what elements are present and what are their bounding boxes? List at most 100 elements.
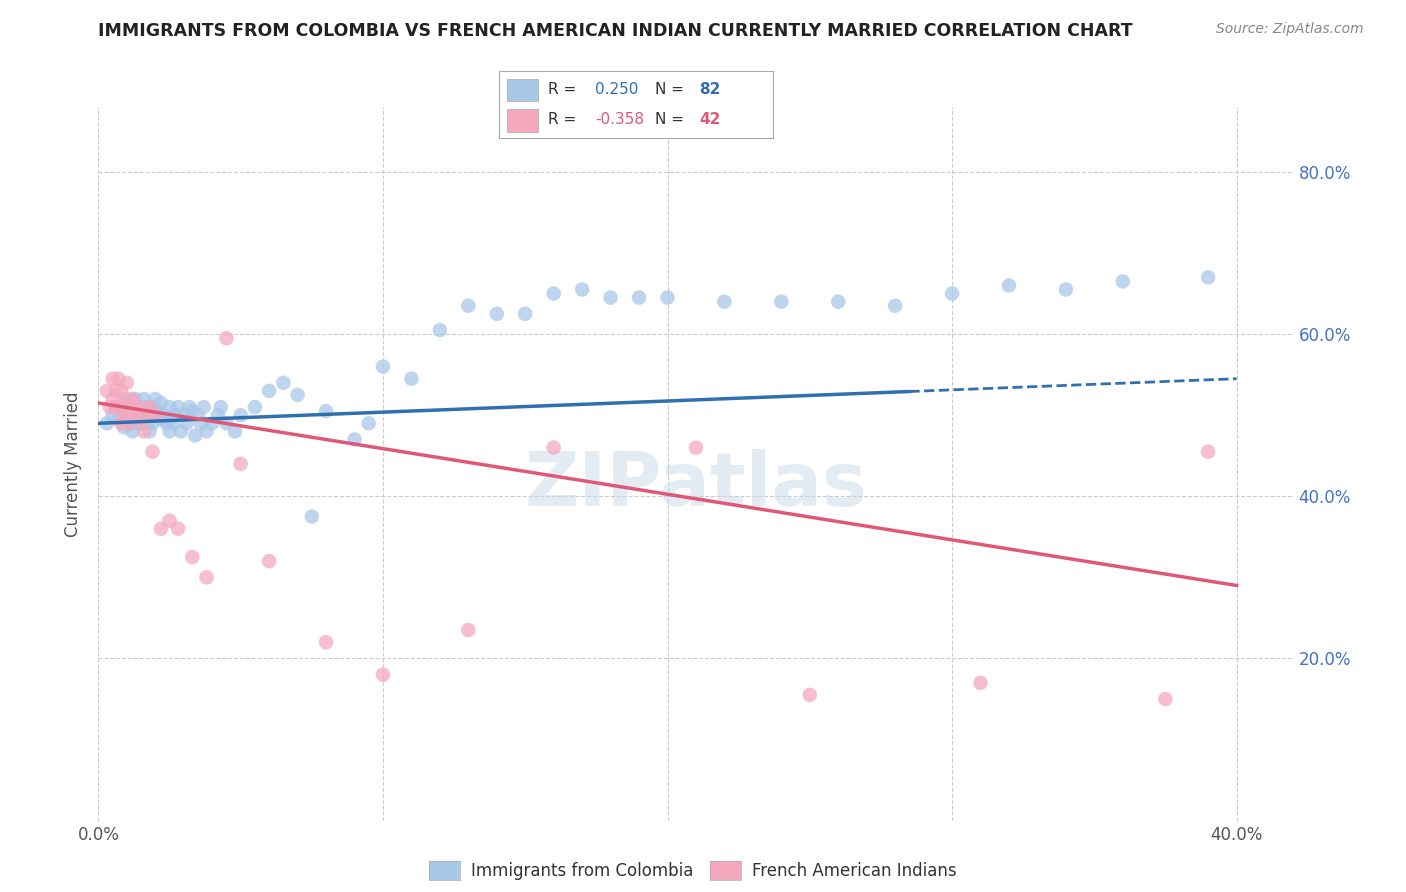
Point [153,408,176,422]
Point [1154,692,1177,706]
Point [571,283,593,297]
Point [685,441,707,455]
Point [115,404,138,418]
Point [273,376,295,390]
Point [429,323,451,337]
Point [96,384,118,398]
Point [127,400,149,414]
Point [257,384,280,398]
Point [112,396,135,410]
Point [112,420,135,434]
Point [884,299,907,313]
Point [315,404,337,418]
Point [121,400,143,414]
Point [110,404,132,418]
Point [215,331,238,345]
Point [159,425,181,439]
Text: -0.358: -0.358 [595,112,644,128]
Point [107,372,129,386]
Point [129,412,152,426]
Point [96,417,118,431]
Point [135,404,157,418]
Point [159,400,181,414]
Point [132,392,155,406]
Point [143,408,166,422]
Point [104,384,127,398]
Y-axis label: Currently Married: Currently Married [65,391,83,537]
Point [181,404,204,418]
Point [969,675,991,690]
Point [124,408,146,422]
Point [173,408,195,422]
Point [170,425,193,439]
Point [107,400,129,414]
Point [143,408,166,422]
Point [101,408,124,422]
Point [195,570,218,584]
Point [141,444,163,458]
Point [301,509,323,524]
Point [138,425,160,439]
Point [628,291,651,305]
FancyBboxPatch shape [508,78,537,101]
Point [1054,283,1077,297]
Text: Source: ZipAtlas.com: Source: ZipAtlas.com [1216,22,1364,37]
Point [115,376,138,390]
Point [224,425,246,439]
Text: R =: R = [548,82,576,97]
Point [135,417,157,431]
Point [195,425,218,439]
Point [770,294,793,309]
Point [287,388,309,402]
Point [127,417,149,431]
Text: 82: 82 [699,82,721,97]
Point [132,408,155,422]
Point [713,294,735,309]
Point [150,522,173,536]
Point [107,412,129,426]
Point [543,286,565,301]
Point [457,299,479,313]
Text: Immigrants from Colombia: Immigrants from Colombia [471,862,693,880]
Point [115,392,138,406]
Point [315,635,337,649]
Point [1197,270,1219,285]
Point [150,396,173,410]
Point [138,408,160,422]
Point [110,384,132,398]
Point [101,392,124,406]
Point [998,278,1021,293]
Point [129,400,152,414]
Point [371,667,394,681]
Point [167,522,190,536]
Point [118,417,141,431]
Point [135,400,157,414]
FancyBboxPatch shape [508,110,537,131]
Point [827,294,849,309]
Point [401,372,423,386]
Point [515,307,537,321]
Text: N =: N = [655,82,685,97]
Point [179,400,201,414]
Point [118,417,141,431]
Point [187,408,209,422]
Text: French American Indians: French American Indians [752,862,957,880]
Point [184,428,207,442]
Point [209,400,232,414]
Point [207,408,229,422]
Point [124,392,146,406]
Point [141,400,163,414]
Point [132,425,155,439]
Point [176,417,198,431]
Point [141,417,163,431]
Point [110,417,132,431]
Point [112,408,135,422]
Text: IMMIGRANTS FROM COLOMBIA VS FRENCH AMERICAN INDIAN CURRENTLY MARRIED CORRELATION: IMMIGRANTS FROM COLOMBIA VS FRENCH AMERI… [98,22,1133,40]
Point [343,433,366,447]
Text: R =: R = [548,112,576,128]
Point [1197,444,1219,458]
Text: ZIPatlas: ZIPatlas [524,449,868,522]
Point [485,307,508,321]
Point [941,286,963,301]
Point [215,417,238,431]
